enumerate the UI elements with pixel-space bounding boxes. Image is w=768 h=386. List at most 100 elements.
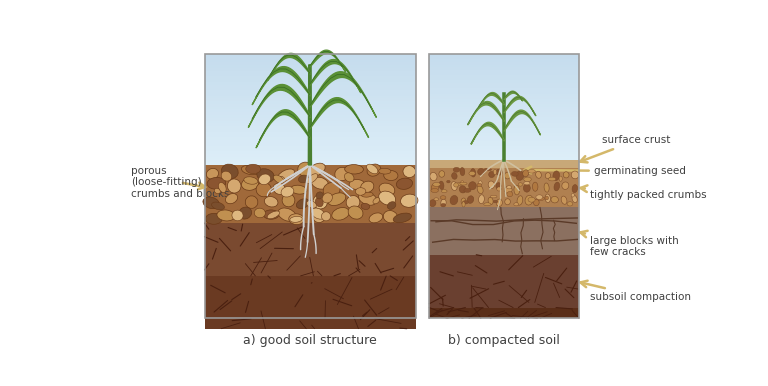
- Ellipse shape: [524, 181, 530, 185]
- Bar: [429, 64, 579, 68]
- Bar: [429, 160, 579, 168]
- Ellipse shape: [440, 196, 446, 199]
- Ellipse shape: [496, 199, 502, 207]
- Ellipse shape: [467, 196, 474, 203]
- Ellipse shape: [359, 192, 377, 205]
- Ellipse shape: [456, 183, 462, 186]
- Ellipse shape: [298, 162, 313, 176]
- Bar: [204, 73, 416, 76]
- Bar: [204, 132, 416, 135]
- Ellipse shape: [493, 200, 498, 203]
- Bar: [429, 73, 579, 76]
- Bar: [204, 143, 416, 146]
- Ellipse shape: [434, 198, 439, 201]
- Bar: [429, 144, 579, 147]
- Ellipse shape: [259, 174, 270, 185]
- Bar: [429, 102, 579, 105]
- Ellipse shape: [525, 195, 533, 205]
- Ellipse shape: [322, 212, 330, 221]
- Ellipse shape: [505, 186, 512, 193]
- Bar: [204, 276, 416, 329]
- Ellipse shape: [452, 173, 457, 179]
- Bar: [204, 115, 416, 118]
- Ellipse shape: [544, 183, 549, 192]
- Ellipse shape: [277, 169, 294, 181]
- Bar: [429, 125, 579, 129]
- Ellipse shape: [257, 169, 274, 182]
- Ellipse shape: [243, 177, 258, 184]
- Bar: [429, 136, 579, 139]
- Ellipse shape: [396, 178, 412, 190]
- Ellipse shape: [313, 195, 327, 209]
- Bar: [429, 75, 579, 78]
- Bar: [204, 124, 416, 127]
- Bar: [429, 96, 579, 99]
- Ellipse shape: [227, 179, 241, 193]
- Bar: [204, 146, 416, 149]
- Bar: [429, 107, 579, 110]
- Ellipse shape: [551, 196, 558, 203]
- Bar: [204, 98, 416, 102]
- Ellipse shape: [273, 183, 286, 195]
- Ellipse shape: [468, 182, 476, 190]
- Ellipse shape: [514, 203, 518, 206]
- Text: large blocks with
few cracks: large blocks with few cracks: [581, 231, 679, 257]
- Ellipse shape: [548, 177, 556, 181]
- Text: surface crust: surface crust: [580, 135, 670, 163]
- Ellipse shape: [532, 182, 538, 191]
- Text: subsoil compaction: subsoil compaction: [581, 281, 691, 301]
- Bar: [429, 149, 579, 152]
- Bar: [204, 110, 416, 113]
- Bar: [429, 88, 579, 91]
- Ellipse shape: [514, 185, 519, 195]
- Bar: [429, 54, 579, 57]
- Ellipse shape: [572, 185, 578, 193]
- Ellipse shape: [567, 202, 573, 206]
- Bar: [204, 162, 416, 165]
- Ellipse shape: [366, 164, 378, 174]
- Bar: [204, 68, 416, 71]
- Ellipse shape: [328, 193, 346, 205]
- Ellipse shape: [214, 188, 220, 194]
- Ellipse shape: [477, 183, 482, 187]
- Ellipse shape: [316, 198, 323, 207]
- Ellipse shape: [488, 181, 495, 189]
- Ellipse shape: [217, 210, 235, 221]
- Ellipse shape: [309, 163, 325, 176]
- Ellipse shape: [431, 188, 439, 193]
- Ellipse shape: [497, 187, 502, 191]
- Ellipse shape: [323, 183, 340, 197]
- Bar: [204, 96, 416, 99]
- Bar: [204, 148, 416, 151]
- Bar: [429, 141, 579, 144]
- Ellipse shape: [429, 200, 436, 207]
- Ellipse shape: [256, 183, 271, 197]
- Ellipse shape: [524, 177, 531, 182]
- Bar: [204, 54, 416, 57]
- Ellipse shape: [453, 168, 460, 172]
- Ellipse shape: [439, 171, 445, 177]
- Ellipse shape: [332, 208, 349, 220]
- Bar: [204, 87, 416, 90]
- Ellipse shape: [335, 167, 349, 181]
- Ellipse shape: [447, 180, 450, 183]
- Bar: [429, 62, 579, 65]
- Bar: [429, 110, 579, 112]
- Ellipse shape: [316, 192, 323, 199]
- Bar: [429, 168, 579, 207]
- Ellipse shape: [207, 178, 226, 189]
- Ellipse shape: [528, 197, 535, 202]
- Ellipse shape: [296, 199, 309, 208]
- Ellipse shape: [545, 173, 551, 179]
- Bar: [429, 128, 579, 131]
- Ellipse shape: [545, 196, 548, 200]
- Bar: [429, 94, 579, 96]
- Ellipse shape: [273, 175, 284, 183]
- Bar: [204, 134, 416, 137]
- Ellipse shape: [379, 168, 391, 174]
- Ellipse shape: [505, 199, 511, 205]
- Bar: [429, 157, 579, 160]
- Ellipse shape: [393, 213, 412, 223]
- Polygon shape: [308, 65, 312, 165]
- Bar: [204, 112, 416, 115]
